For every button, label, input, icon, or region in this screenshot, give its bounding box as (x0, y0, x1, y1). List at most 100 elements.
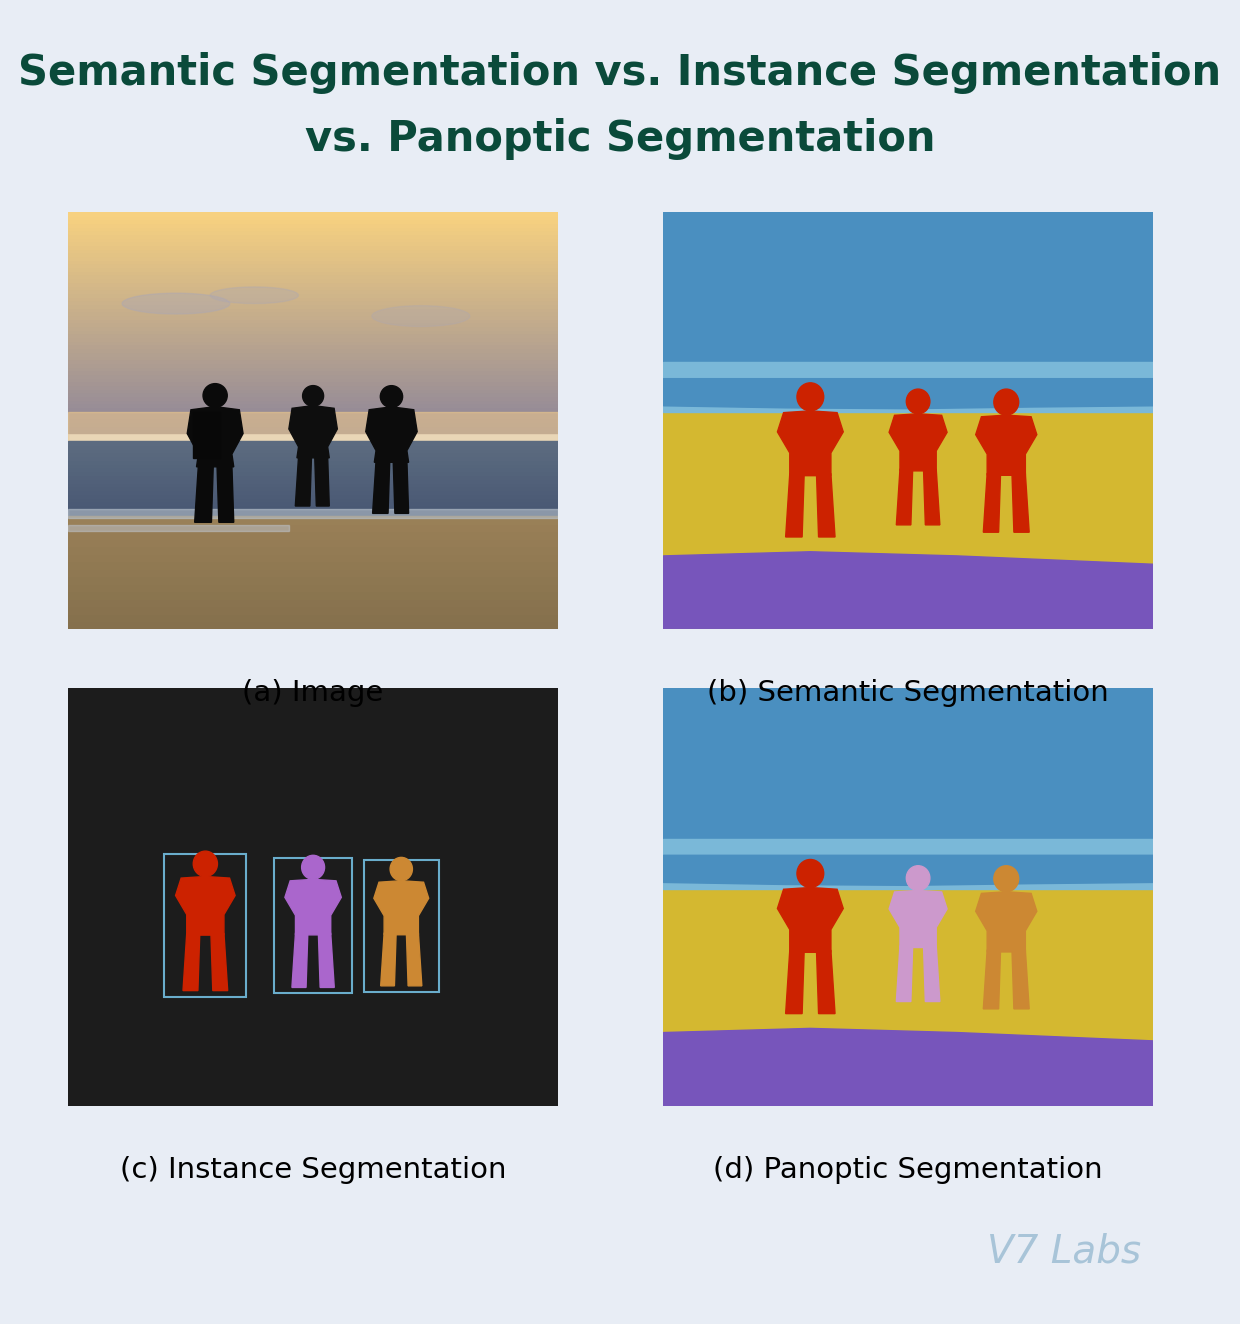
Polygon shape (176, 876, 236, 935)
Bar (68, 524, 558, 531)
Bar (68, 482, 558, 486)
Polygon shape (211, 933, 228, 990)
Bar (68, 293, 558, 297)
Bar (68, 226, 558, 230)
Polygon shape (786, 474, 805, 538)
Bar (68, 569, 558, 576)
Bar (68, 422, 558, 425)
Bar (68, 348, 558, 352)
Ellipse shape (372, 306, 470, 327)
Bar (68, 471, 558, 475)
Polygon shape (295, 457, 311, 506)
Polygon shape (777, 887, 843, 952)
Polygon shape (777, 410, 843, 475)
Polygon shape (381, 933, 396, 986)
Bar (68, 278, 558, 282)
Bar (363, 861, 439, 992)
Bar (68, 404, 558, 406)
Bar (68, 356, 558, 359)
Bar (68, 475, 558, 479)
Bar (68, 274, 558, 278)
Polygon shape (1012, 474, 1029, 532)
Ellipse shape (993, 389, 1019, 416)
Bar (68, 441, 558, 445)
Bar (68, 598, 558, 606)
Ellipse shape (381, 385, 403, 408)
Polygon shape (889, 414, 947, 471)
Bar (68, 267, 558, 271)
Text: (c) Instance Segmentation: (c) Instance Segmentation (120, 1156, 506, 1184)
Bar (68, 338, 558, 340)
Polygon shape (663, 379, 1153, 409)
Bar (68, 212, 558, 216)
Bar (68, 286, 558, 289)
Polygon shape (187, 406, 243, 467)
Bar (68, 459, 558, 463)
Bar (68, 400, 558, 404)
Polygon shape (366, 406, 417, 462)
Polygon shape (289, 405, 337, 458)
Ellipse shape (906, 866, 930, 891)
Polygon shape (816, 474, 835, 538)
Bar (68, 584, 558, 592)
Bar (68, 340, 558, 344)
Text: (d) Panoptic Segmentation: (d) Panoptic Segmentation (713, 1156, 1104, 1184)
Bar (68, 614, 558, 621)
Bar (68, 371, 558, 373)
Polygon shape (897, 945, 913, 1001)
Polygon shape (976, 892, 1037, 952)
Polygon shape (315, 457, 330, 506)
Bar (68, 301, 558, 305)
Bar (68, 539, 558, 547)
Polygon shape (897, 469, 913, 524)
Bar (68, 230, 558, 234)
Polygon shape (889, 891, 947, 948)
Bar (68, 381, 558, 385)
Bar (68, 621, 558, 629)
Bar (663, 688, 1153, 888)
Bar (68, 479, 558, 482)
Bar (68, 445, 558, 449)
Bar (68, 322, 558, 326)
Polygon shape (816, 951, 835, 1014)
Polygon shape (976, 416, 1037, 475)
Bar (68, 561, 558, 569)
Bar (68, 385, 558, 389)
Bar (68, 494, 558, 498)
Bar (68, 334, 558, 338)
Ellipse shape (122, 293, 229, 314)
Bar (68, 396, 558, 400)
Bar (68, 363, 558, 367)
Polygon shape (372, 461, 389, 514)
Polygon shape (68, 412, 558, 445)
Ellipse shape (303, 385, 324, 406)
Bar (68, 220, 558, 222)
Ellipse shape (193, 851, 217, 876)
Bar (68, 392, 558, 396)
Bar (68, 486, 558, 490)
Ellipse shape (203, 384, 227, 408)
Bar (68, 359, 558, 363)
Polygon shape (663, 855, 1153, 886)
Bar (68, 253, 558, 256)
Text: (a) Image: (a) Image (243, 679, 383, 707)
Ellipse shape (797, 383, 823, 410)
Polygon shape (319, 933, 335, 988)
Text: vs. Panoptic Segmentation: vs. Panoptic Segmentation (305, 118, 935, 160)
Polygon shape (285, 879, 341, 935)
Polygon shape (924, 945, 940, 1001)
Polygon shape (663, 1029, 1153, 1106)
Bar (68, 449, 558, 453)
Ellipse shape (211, 287, 299, 303)
Bar (68, 315, 558, 319)
Bar (68, 592, 558, 598)
Bar (68, 256, 558, 260)
Bar (68, 406, 558, 410)
Polygon shape (195, 465, 213, 522)
Bar (68, 289, 558, 293)
Bar (68, 606, 558, 614)
Ellipse shape (797, 859, 823, 887)
Bar (68, 367, 558, 371)
Bar (68, 502, 558, 504)
Bar (68, 260, 558, 263)
